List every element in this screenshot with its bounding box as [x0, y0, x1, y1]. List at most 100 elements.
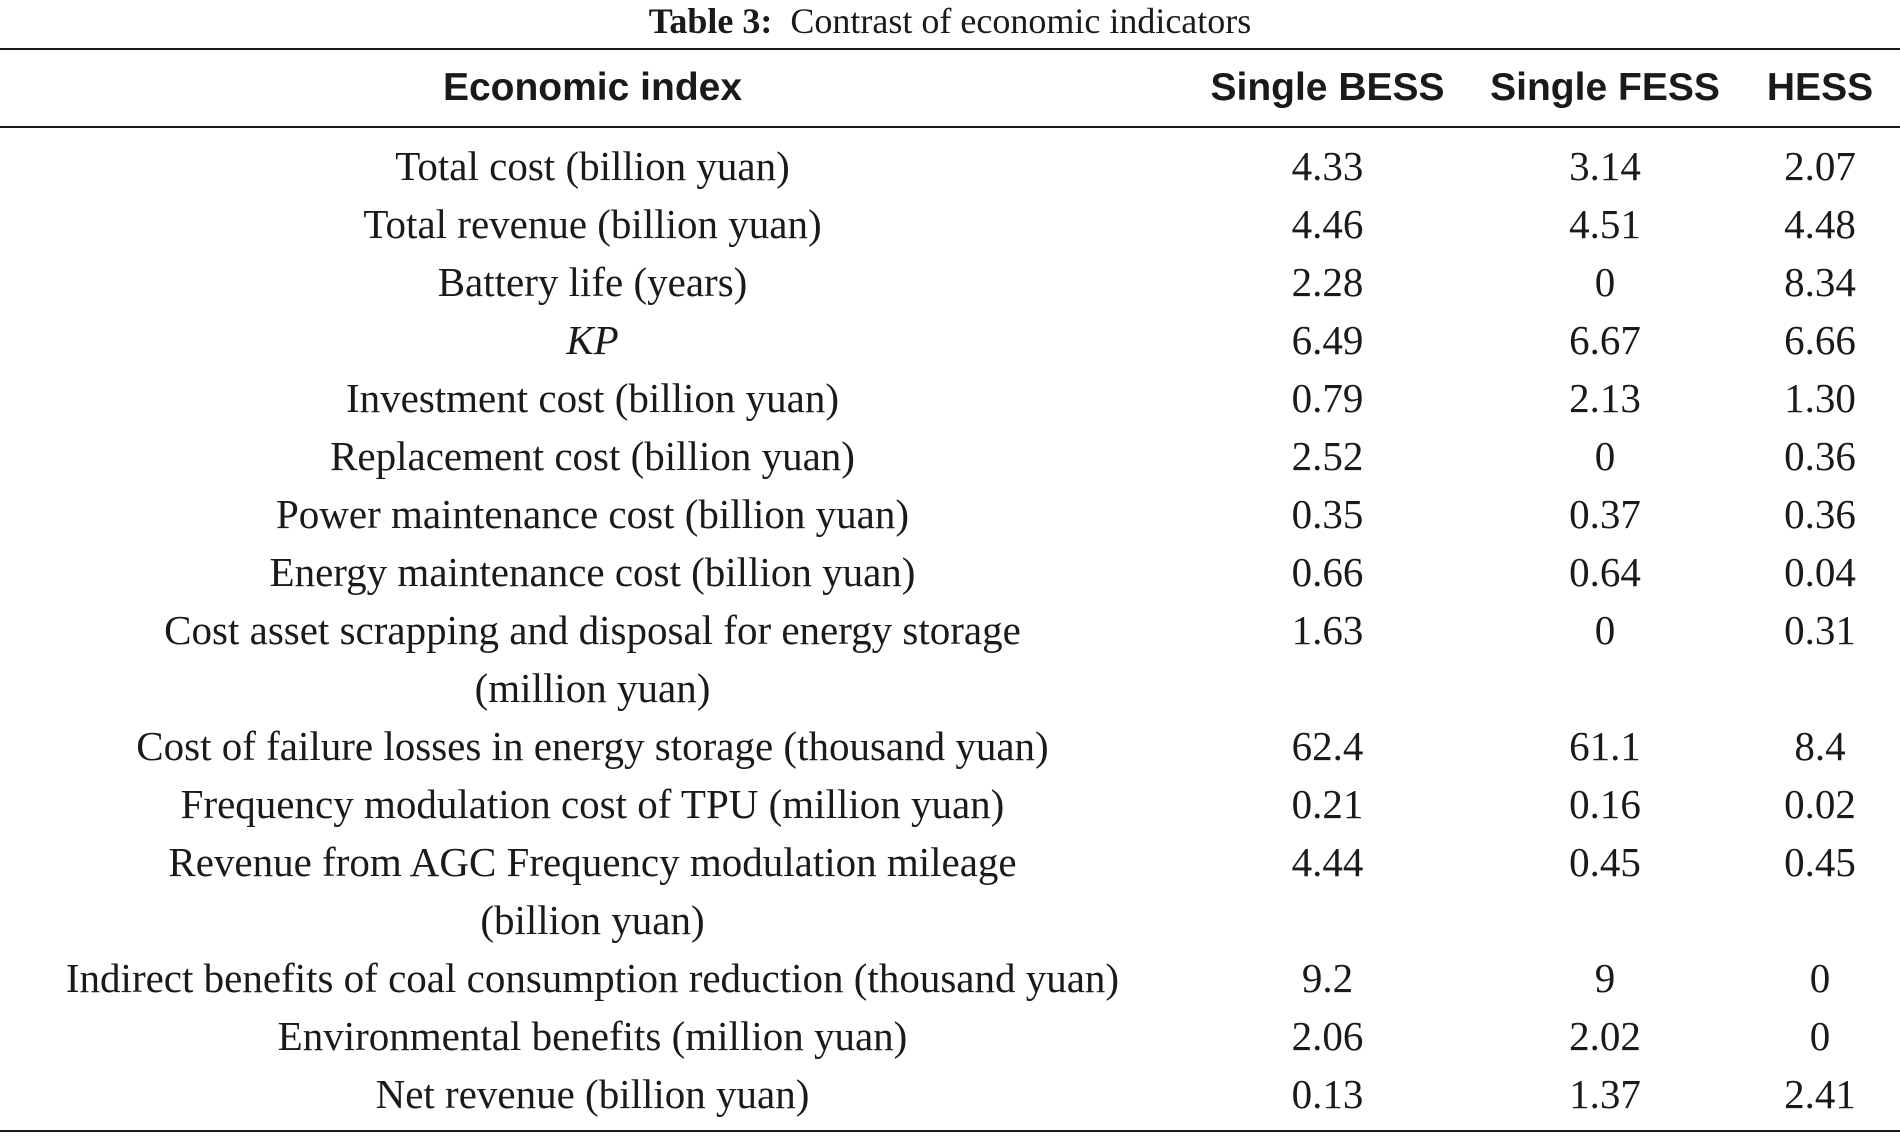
economic-index-line: Energy maintenance cost (billion yuan)	[269, 549, 916, 595]
economic-index-line: Replacement cost (billion yuan)	[330, 433, 855, 479]
cell-hess: 0.36	[1784, 491, 1856, 537]
cell-economic-index: KP	[0, 311, 1185, 369]
cell-hess: 4.48	[1784, 201, 1856, 247]
cell-single-fess: 2.13	[1569, 375, 1641, 421]
cell-economic-index: Energy maintenance cost (billion yuan)	[0, 543, 1185, 601]
cell-single-bess: 4.33	[1291, 143, 1364, 189]
cell-hess: 0.45	[1784, 839, 1856, 885]
cell-single-fess: 0.45	[1569, 839, 1641, 885]
cell-hess: 8.34	[1784, 259, 1856, 305]
economic-index-line: Revenue from AGC Frequency modulation mi…	[168, 839, 1017, 885]
economic-indicators-table: Economic index Single BESS Single FESS H…	[0, 48, 1900, 1132]
cell-single-bess: 2.52	[1291, 433, 1364, 479]
economic-index-line: Total revenue (billion yuan)	[363, 201, 822, 247]
cell-single-bess: 0.13	[1291, 1071, 1364, 1117]
economic-index-line: Total cost (billion yuan)	[395, 143, 790, 189]
cell-single-bess: 2.06	[1291, 1013, 1364, 1059]
table-row: Investment cost (billion yuan) 0.79 2.13 1.…	[0, 369, 1900, 427]
cell-economic-index: Revenue from AGC Frequency modulation mi…	[0, 833, 1185, 949]
cell-single-bess: 4.44	[1291, 839, 1364, 885]
cell-hess: 0	[1809, 1013, 1831, 1059]
table-row: Net revenue (billion yuan) 0.13 1.37 2.41	[0, 1065, 1900, 1131]
table-row: Cost asset scrapping and disposal for en…	[0, 601, 1900, 717]
table-header: Economic index Single BESS Single FESS H…	[0, 49, 1900, 127]
table-row: Total revenue (billion yuan) 4.46 4.51 4.48	[0, 195, 1900, 253]
cell-economic-index: Battery life (years)	[0, 253, 1185, 311]
cell-single-bess: 9.2	[1301, 955, 1354, 1001]
cell-hess: 2.41	[1784, 1071, 1856, 1117]
cell-economic-index: Frequency modulation cost of TPU (millio…	[0, 775, 1185, 833]
table-row: Power maintenance cost (billion yuan) 0.3…	[0, 485, 1900, 543]
cell-single-fess: 3.14	[1569, 143, 1641, 189]
table-row: Cost of failure losses in energy storage…	[0, 717, 1900, 775]
economic-index-line: Cost asset scrapping and disposal for en…	[164, 607, 1021, 653]
cell-hess: 2.07	[1784, 143, 1856, 189]
table-caption: Table 3: Contrast of economic indicators	[0, 0, 1900, 48]
cell-single-fess: 0	[1594, 607, 1616, 653]
table-row: Indirect benefits of coal consumption re…	[0, 949, 1900, 1007]
cell-single-bess: 1.63	[1291, 607, 1364, 653]
cell-hess: 0.02	[1784, 781, 1856, 827]
cell-economic-index: Investment cost (billion yuan)	[0, 369, 1185, 427]
economic-index-line: Net revenue (billion yuan)	[375, 1071, 810, 1117]
header-single-bess: Single BESS	[1210, 66, 1445, 109]
table-body: Total cost (billion yuan) 4.33 3.14 2.07 Tot…	[0, 127, 1900, 1131]
cell-hess: 0.36	[1784, 433, 1856, 479]
table-caption-label: Table 3:	[648, 1, 773, 41]
cell-single-fess: 0	[1594, 259, 1616, 305]
economic-index-line: Indirect benefits of coal consumption re…	[65, 955, 1120, 1001]
cell-single-bess: 0.79	[1291, 375, 1364, 421]
table-caption-text: Contrast of economic indicators	[790, 1, 1252, 41]
cell-economic-index: Cost asset scrapping and disposal for en…	[0, 601, 1185, 717]
cell-hess: 0.31	[1784, 607, 1856, 653]
economic-index-line: Power maintenance cost (billion yuan)	[275, 491, 910, 537]
table-row: Frequency modulation cost of TPU (millio…	[0, 775, 1900, 833]
cell-hess: 0.04	[1784, 549, 1856, 595]
economic-index-line: Frequency modulation cost of TPU (millio…	[180, 781, 1005, 827]
cell-single-fess: 6.67	[1569, 317, 1641, 363]
table-row: Battery life (years) 2.28 0 8.34	[0, 253, 1900, 311]
table-row: Environmental benefits (million yuan) 2.0…	[0, 1007, 1900, 1065]
table-row: Total cost (billion yuan) 4.33 3.14 2.07	[0, 127, 1900, 195]
cell-single-fess: 1.37	[1569, 1071, 1641, 1117]
table-row: KP 6.49 6.67 6.66	[0, 311, 1900, 369]
economic-index-line: (billion yuan)	[480, 897, 705, 943]
economic-index-line: (million yuan)	[474, 665, 711, 711]
economic-index-line: KP	[566, 317, 619, 363]
header-row: Economic index Single BESS Single FESS H…	[0, 49, 1900, 127]
cell-single-fess: 0.64	[1569, 549, 1641, 595]
table-row: Replacement cost (billion yuan) 2.52 0 0.36	[0, 427, 1900, 485]
cell-economic-index: Total revenue (billion yuan)	[0, 195, 1185, 253]
cell-hess: 6.66	[1784, 317, 1856, 363]
cell-single-bess: 0.35	[1291, 491, 1364, 537]
cell-single-bess: 0.66	[1291, 549, 1364, 595]
cell-single-bess: 62.4	[1291, 723, 1364, 769]
cell-single-fess: 0.16	[1569, 781, 1641, 827]
header-economic-index: Economic index	[442, 66, 743, 109]
cell-single-fess: 61.1	[1569, 723, 1641, 769]
cell-single-fess: 0	[1594, 433, 1616, 479]
cell-hess: 8.4	[1794, 723, 1846, 769]
cell-hess: 1.30	[1784, 375, 1856, 421]
cell-economic-index: Net revenue (billion yuan)	[0, 1065, 1185, 1131]
cell-economic-index: Power maintenance cost (billion yuan)	[0, 485, 1185, 543]
cell-single-bess: 4.46	[1291, 201, 1364, 247]
cell-economic-index: Replacement cost (billion yuan)	[0, 427, 1185, 485]
cell-economic-index: Total cost (billion yuan)	[0, 127, 1185, 195]
cell-single-fess: 0.37	[1569, 491, 1641, 537]
cell-single-fess: 9	[1594, 955, 1616, 1001]
cell-single-bess: 6.49	[1291, 317, 1364, 363]
cell-single-bess: 2.28	[1291, 259, 1364, 305]
cell-economic-index: Cost of failure losses in energy storage…	[0, 717, 1185, 775]
cell-economic-index: Environmental benefits (million yuan)	[0, 1007, 1185, 1065]
cell-single-bess: 0.21	[1291, 781, 1364, 827]
cell-economic-index: Indirect benefits of coal consumption re…	[0, 949, 1185, 1007]
economic-index-line: Battery life (years)	[437, 259, 748, 305]
table-row: Energy maintenance cost (billion yuan) 0.…	[0, 543, 1900, 601]
table-row: Revenue from AGC Frequency modulation mi…	[0, 833, 1900, 949]
cell-single-fess: 2.02	[1569, 1013, 1641, 1059]
header-hess: HESS	[1766, 66, 1874, 109]
cell-hess: 0	[1809, 955, 1831, 1001]
economic-index-line: Cost of failure losses in energy storage…	[136, 723, 1049, 769]
economic-index-line: Investment cost (billion yuan)	[345, 375, 840, 421]
